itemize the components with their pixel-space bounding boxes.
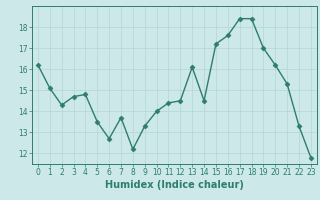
X-axis label: Humidex (Indice chaleur): Humidex (Indice chaleur) xyxy=(105,180,244,190)
